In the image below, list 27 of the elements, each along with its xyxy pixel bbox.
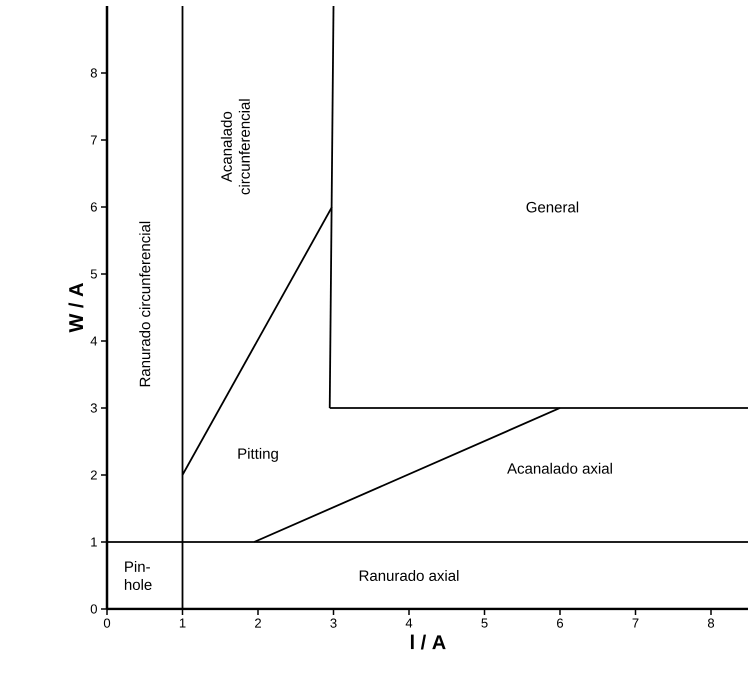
x-tick-label: 2: [255, 618, 261, 628]
x-tick-label: 7: [632, 618, 638, 628]
annotation: Ranurado circunferencial: [139, 222, 150, 386]
annotation: Acanalado axial: [507, 462, 612, 474]
x-tick-label: 3: [330, 618, 337, 628]
y-tick-label: 5: [90, 269, 97, 279]
y-tick-label: 4: [90, 336, 98, 346]
x-axis-title: l / A: [410, 634, 446, 650]
y-axis-title: W / A: [68, 283, 84, 332]
x-tick-label: 0: [104, 618, 110, 628]
x-tick-label: 6: [557, 618, 564, 628]
x-tick-label: 4: [406, 618, 412, 628]
y-tick-label: 1: [91, 538, 97, 546]
annotation: Ranurado axial: [360, 570, 458, 581]
y-tick-label: 8: [90, 68, 97, 78]
x-tick-label: 8: [708, 618, 714, 628]
annotation: Acanalado circunferencial: [220, 99, 250, 194]
y-tick-label: 0: [90, 604, 97, 614]
annotation: Pin-hole: [124, 560, 152, 590]
x-tick-label: 5: [481, 618, 488, 628]
annotation: Pitting: [238, 448, 278, 462]
x-tick-label: 1: [180, 618, 186, 628]
y-tick-label: 3: [90, 403, 97, 413]
annotation: General: [526, 201, 578, 212]
y-tick-label: 2: [90, 470, 97, 480]
y-tick-label: 7: [90, 136, 97, 144]
y-tick-label: 6: [90, 202, 97, 212]
